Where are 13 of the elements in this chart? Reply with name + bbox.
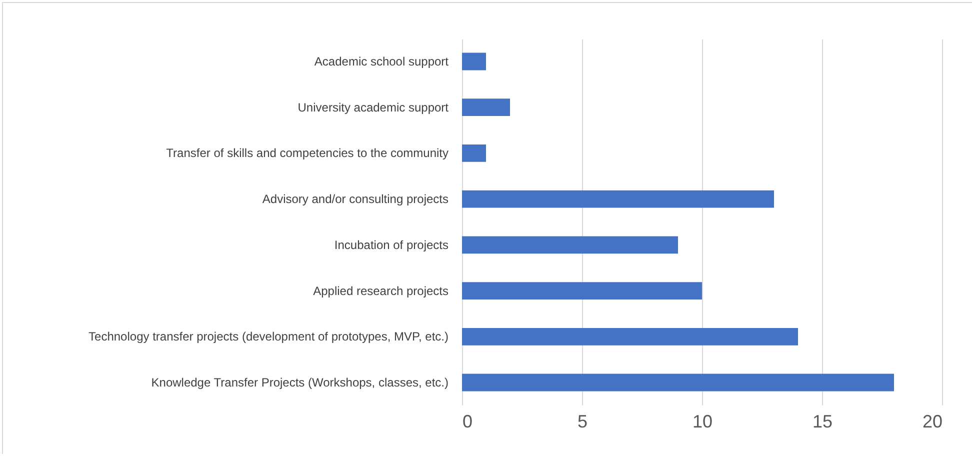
y-tick-label: Technology transfer projects (development of prototypes, MVP, etc.) [88, 330, 448, 344]
y-tick-label: Knowledge Transfer Projects (Workshops, classes, etc.) [151, 376, 448, 390]
y-tick-label: Transfer of skills and competencies to the community [166, 146, 448, 160]
x-tick-label: 5 [577, 412, 588, 432]
y-tick-label: Advisory and/or consulting projects [262, 192, 448, 206]
x-tick-label: 20 [922, 412, 942, 432]
x-tick-label: 0 [462, 412, 473, 432]
y-tick-label: Applied research projects [313, 284, 448, 298]
y-tick-label: Incubation of projects [334, 238, 448, 252]
y-tick-label: Academic school support [314, 54, 450, 68]
x-tick-label: 15 [812, 412, 833, 432]
y-tick-label: University academic support [298, 100, 450, 114]
x-tick-label: 10 [692, 412, 713, 432]
